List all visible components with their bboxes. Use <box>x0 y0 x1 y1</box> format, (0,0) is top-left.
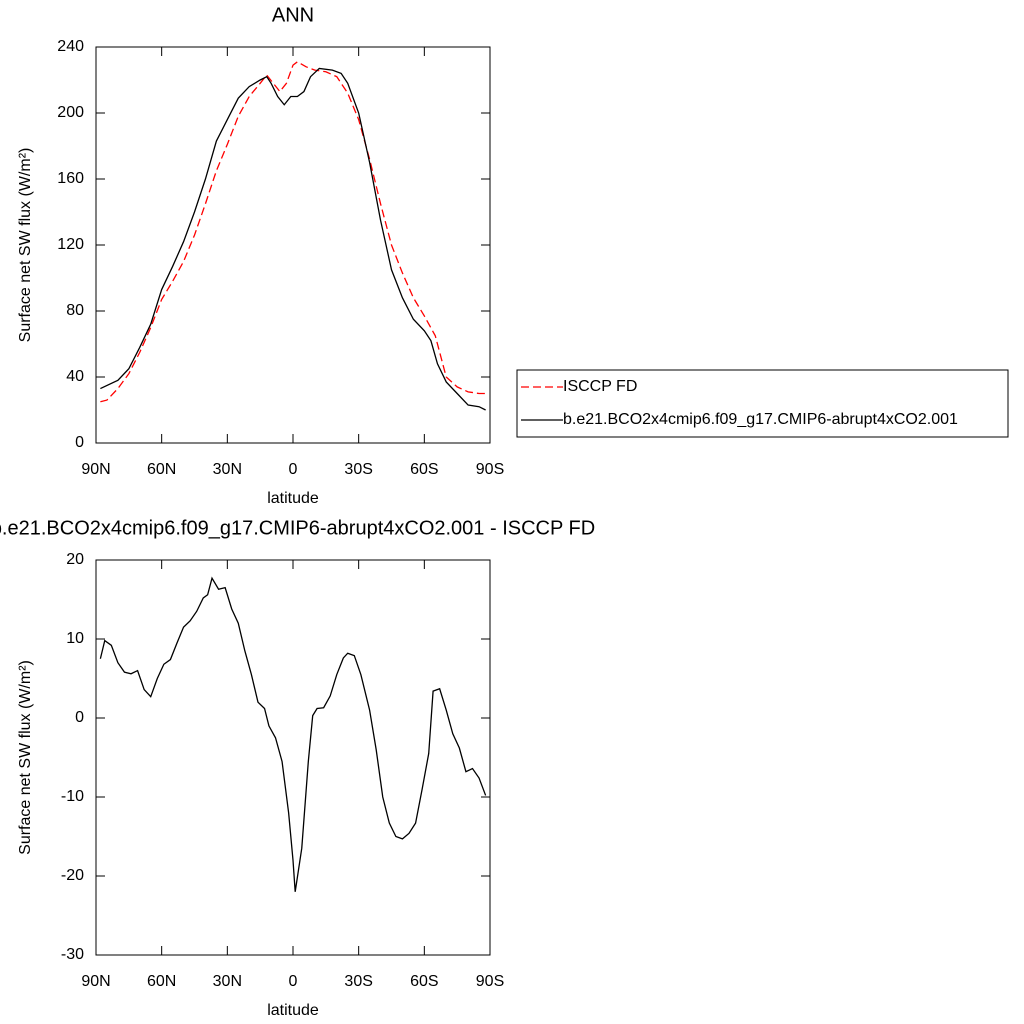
y-tick-label: -30 <box>61 946 84 963</box>
y-tick-label: 40 <box>66 368 84 385</box>
x-tick-label: 0 <box>289 461 298 478</box>
y-tick-label: 0 <box>75 709 84 726</box>
x-tick-label: 30N <box>213 973 242 990</box>
y-tick-label: 20 <box>66 551 84 568</box>
x-tick-label: 90N <box>81 461 110 478</box>
y-tick-label: 10 <box>66 630 84 647</box>
x-axis-label: latitude <box>267 490 319 507</box>
y-tick-label: -10 <box>61 788 84 805</box>
x-tick-label: 60S <box>410 461 438 478</box>
x-tick-label: 30S <box>344 973 372 990</box>
x-axis-label: latitude <box>267 1002 319 1019</box>
y-tick-label: 0 <box>75 434 84 451</box>
chart-title: b.e21.BCO2x4cmip6.f09_g17.CMIP6-abrupt4x… <box>0 517 595 539</box>
y-tick-label: 240 <box>57 38 84 55</box>
y-axis-label: Surface net SW flux (W/m²) <box>17 148 34 343</box>
data-line <box>100 67 486 411</box>
legend-label: b.e21.BCO2x4cmip6.f09_g17.CMIP6-abrupt4x… <box>563 411 958 428</box>
chart-title: ANN <box>272 4 314 26</box>
y-tick-label: 80 <box>66 302 84 319</box>
x-tick-label: 0 <box>289 973 298 990</box>
y-tick-label: 200 <box>57 104 84 121</box>
y-tick-label: 160 <box>57 170 84 187</box>
x-tick-label: 30N <box>213 461 242 478</box>
legend-box <box>516 369 1009 438</box>
x-tick-label: 30S <box>344 461 372 478</box>
legend-label: ISCCP FD <box>563 378 637 395</box>
data-line <box>100 61 486 403</box>
data-line <box>99 576 487 892</box>
x-tick-label: 60N <box>147 461 176 478</box>
x-tick-label: 90N <box>81 973 110 990</box>
y-tick-label: 120 <box>57 236 84 253</box>
y-tick-label: -20 <box>61 867 84 884</box>
plot-frame <box>95 559 491 956</box>
y-axis-label: Surface net SW flux (W/m²) <box>17 660 34 855</box>
x-tick-label: 60N <box>147 973 176 990</box>
x-tick-label: 90S <box>476 461 504 478</box>
x-tick-label: 60S <box>410 973 438 990</box>
x-tick-label: 90S <box>476 973 504 990</box>
plot-frame <box>95 46 491 444</box>
